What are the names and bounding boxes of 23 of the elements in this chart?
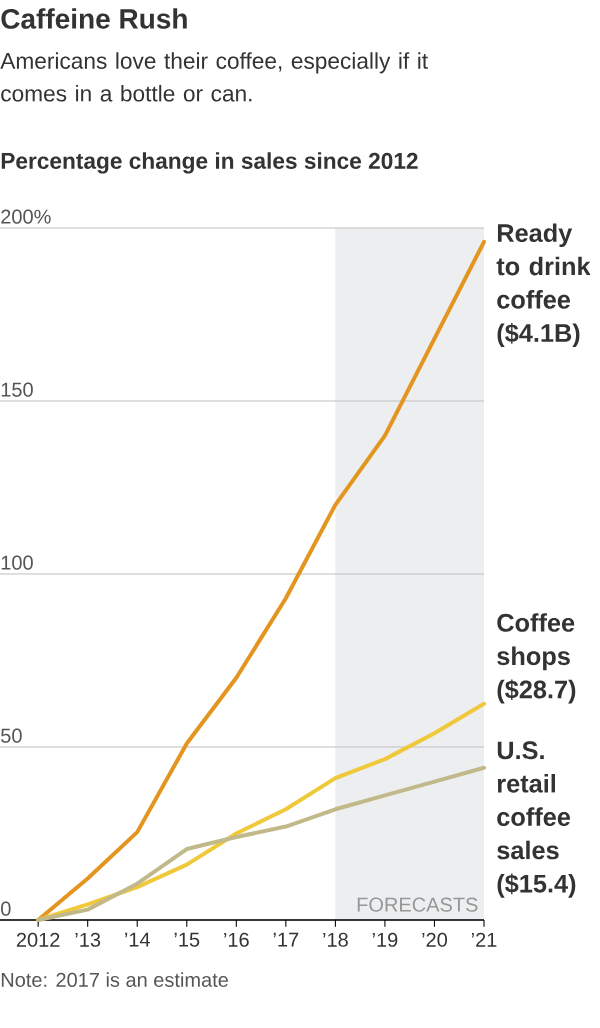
chart-title: Caffeine Rush bbox=[1, 8, 187, 29]
x-tick-label: ’21 bbox=[471, 932, 497, 947]
y-axis-title: Percentage change in sales since 2012 bbox=[1, 152, 418, 174]
band-label: FORECASTS bbox=[357, 897, 478, 912]
y-tick-label: 150 bbox=[1, 382, 33, 397]
x-tick-label: ’15 bbox=[174, 932, 200, 947]
y-tick-label: 50 bbox=[1, 728, 22, 743]
x-tick-label: ’14 bbox=[125, 932, 150, 947]
y-tick-label: 100 bbox=[1, 555, 33, 570]
series-label: Ready to drink coffee ($4.1B) bbox=[496, 223, 591, 348]
x-tick-label: ’13 bbox=[75, 932, 101, 947]
chart-subtitle: Americans love their coffee, especially if it comes in a bottle or can. bbox=[0, 52, 428, 102]
x-tick-label: ’17 bbox=[273, 932, 299, 947]
series-label: Coffee shops ($28.7) bbox=[497, 613, 576, 704]
series-label: U.S. retail coffee sales ($15.4) bbox=[497, 741, 576, 898]
y-tick-label: 200% bbox=[1, 209, 51, 224]
y-tick-label: 0 bbox=[1, 901, 11, 916]
x-tick-label: 2012 bbox=[16, 932, 60, 947]
x-tick-label: ’16 bbox=[224, 932, 249, 947]
x-tick-label: ’19 bbox=[372, 932, 398, 947]
x-tick-label: ’20 bbox=[422, 932, 448, 947]
text: Note: 2017 is an estimate bbox=[1, 972, 228, 987]
x-tick-label: ’18 bbox=[323, 932, 348, 947]
